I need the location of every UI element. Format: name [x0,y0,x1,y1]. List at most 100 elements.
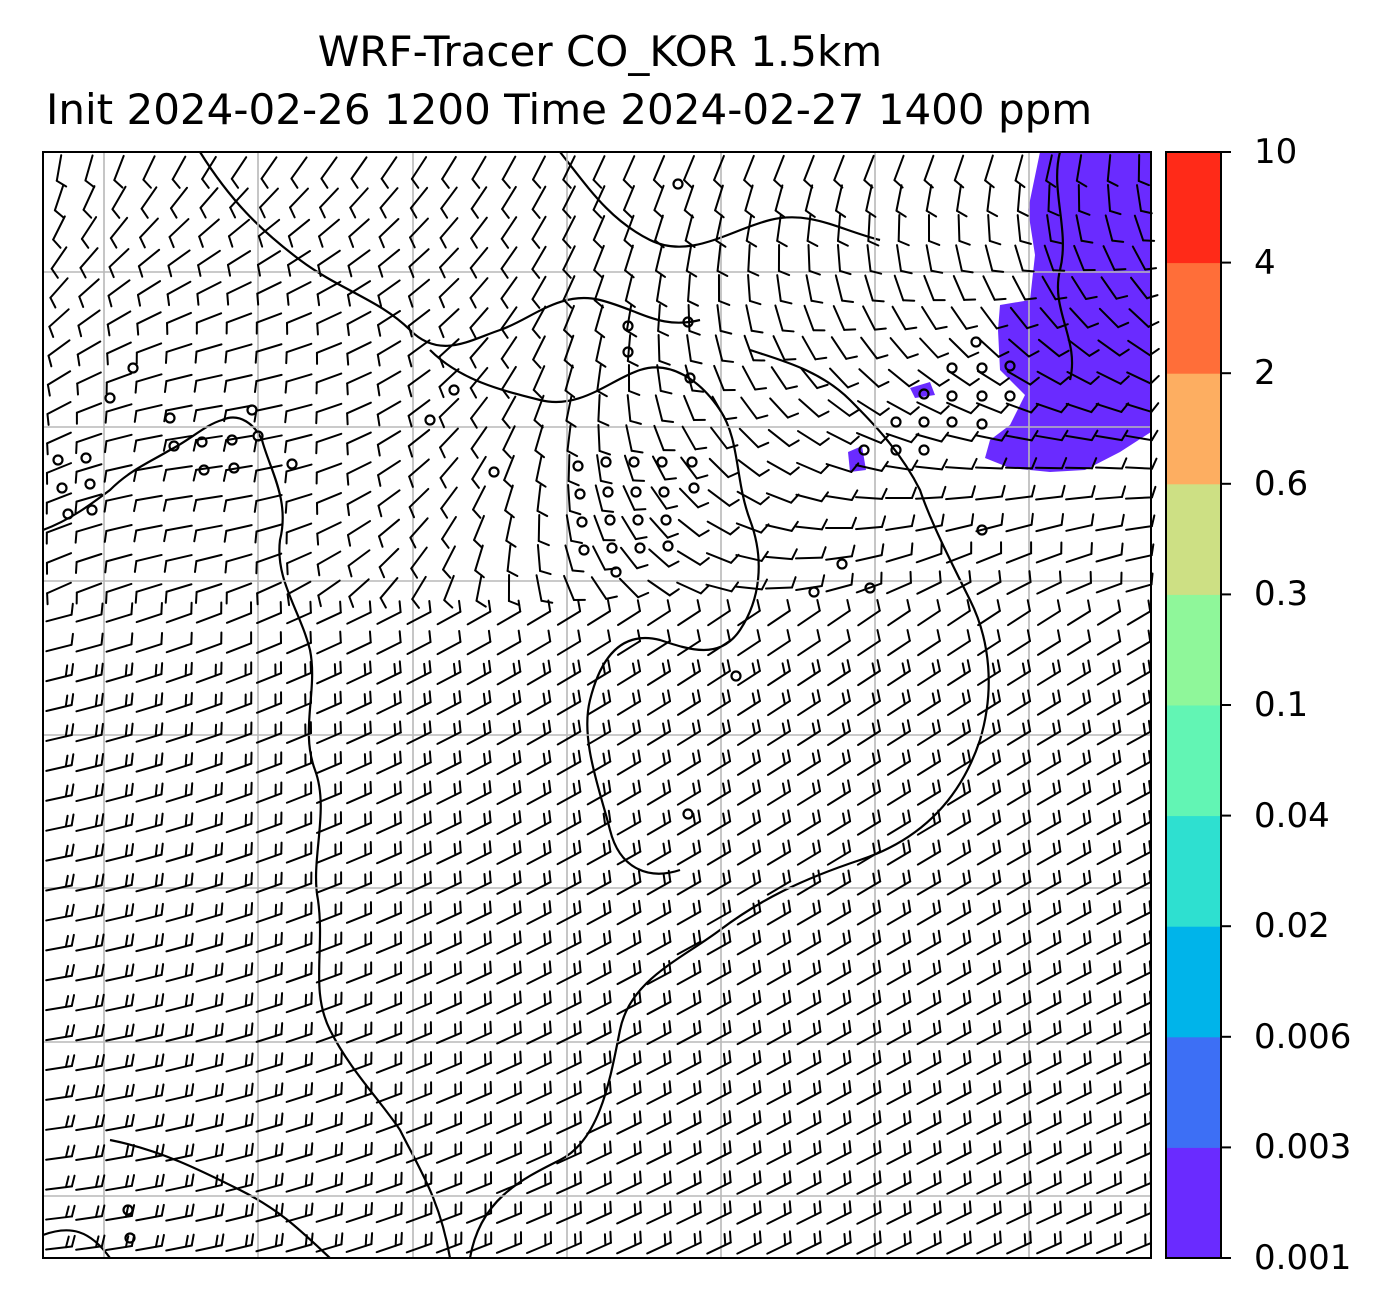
wind-barb [797,719,821,746]
wind-barb [346,750,372,775]
wind-barb [830,336,858,360]
wind-barb [436,780,462,805]
calm-marker [198,464,210,476]
wind-barb [103,464,133,483]
wind-barb [975,457,1008,470]
wind-barb [133,464,163,483]
wind-barb [807,244,821,276]
wind-barb [885,542,914,563]
wind-barb [916,809,942,836]
wind-barb [736,779,762,806]
wind-barb [1106,154,1119,187]
wind-barb [470,216,488,249]
wind-barb [286,660,312,685]
wind-barb [736,749,762,776]
wind-barb [75,402,103,425]
wind-barb [925,244,944,274]
calm-marker [610,566,622,578]
wind-barb [804,184,816,218]
wind-barb [867,214,880,247]
wind-barb [1096,930,1122,955]
wind-barb [976,959,1002,986]
wind-barb [496,629,522,656]
wind-barb [676,581,710,595]
wind-barb [596,364,608,398]
wind-barb [195,842,224,863]
wind-barb [536,544,552,576]
wind-barb [646,689,672,716]
wind-barb [496,1080,522,1105]
wind-barb [77,309,101,338]
wind-barb [616,899,642,926]
wind-barb [737,719,761,746]
wind-barb [1066,629,1092,656]
wind-barb [592,215,606,249]
wind-barb [257,218,281,248]
wind-barb [767,428,800,448]
wind-barb [378,218,400,249]
wind-barb [436,750,462,775]
wind-barb [765,576,797,590]
wind-barb [466,870,492,895]
wind-barb [195,691,223,714]
wind-barb [1095,513,1125,532]
wind-barb [1036,929,1062,956]
wind-barb [766,1170,792,1195]
wind-barb [745,304,764,334]
wind-barb [466,960,492,985]
wind-barb [376,600,402,625]
wind-barb [199,187,219,219]
wind-barb [105,722,134,743]
wind-barb [1066,1110,1092,1135]
wind-barb [706,779,732,806]
wind-barb [737,689,761,717]
wind-barb [736,1200,762,1225]
wind-barb [956,184,968,218]
wind-barb [708,457,740,479]
wind-barb [74,463,103,484]
wind-barb [616,659,642,686]
wind-barb [825,516,858,530]
wind-barb [774,184,786,219]
wind-barb [916,899,942,926]
wind-barbs [45,154,1160,1255]
wind-barb [405,991,433,1014]
wind-barb [706,929,732,956]
wind-barb [407,369,431,398]
calm-marker [976,362,988,374]
calm-marker [918,444,930,456]
wind-barb [586,629,612,656]
wind-barb [466,750,492,775]
wind-barb [346,310,372,337]
wind-barb [255,1022,284,1043]
wind-barb [167,249,191,278]
wind-barb [856,1080,882,1106]
calm-marker [630,486,642,498]
map-plot-area[interactable] [42,151,1160,1259]
wind-barb [705,581,740,593]
wind-barb [136,311,162,336]
wind-barb [676,899,702,926]
wind-barb [346,660,372,685]
wind-barb [256,250,282,277]
wind-barb [1066,1230,1092,1255]
wind-barb [349,187,369,219]
wind-barb [285,1021,313,1044]
wind-barb [1005,541,1033,564]
wind-barb [195,1173,225,1192]
calm-marker [127,362,139,374]
wind-barb [46,581,72,606]
wind-barb [856,1140,882,1165]
wind-barb [865,184,877,218]
wind-barb [1006,959,1032,986]
wind-barb [165,1083,195,1102]
calm-marker [62,508,74,520]
calm-marker [890,416,902,428]
wind-barb [133,434,163,453]
wind-barb [346,600,372,625]
wind-barb [586,869,612,896]
wind-barb [347,549,371,578]
wind-barb [895,184,907,218]
wind-barb [526,1080,552,1105]
wind-barb [496,810,522,835]
